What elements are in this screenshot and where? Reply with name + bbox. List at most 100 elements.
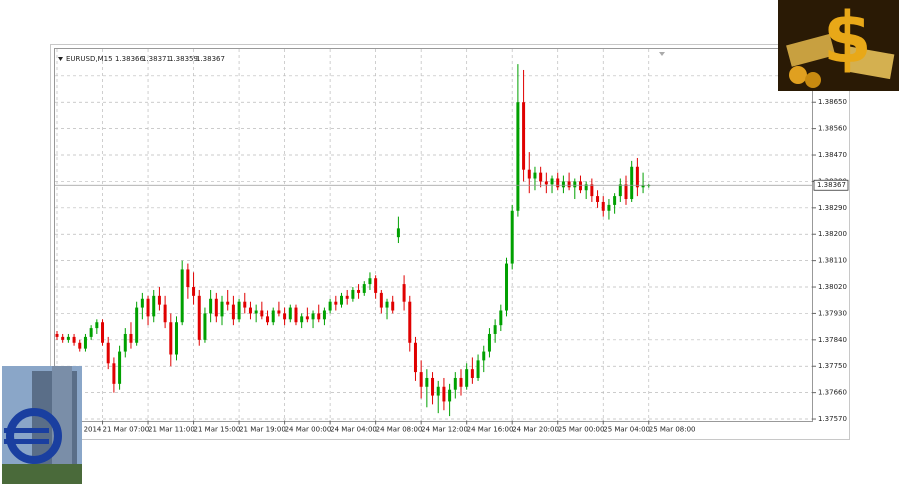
x-tick-label: 24 Mar 08:00 (376, 426, 423, 434)
candle-body (419, 372, 423, 387)
candle-body (556, 178, 560, 188)
candle-body (505, 263, 509, 311)
candle-body (573, 181, 577, 188)
candle-body (601, 201, 605, 211)
candle-body (613, 196, 617, 205)
candle-body (129, 333, 133, 343)
candle-body (527, 169, 531, 179)
candle-body (465, 369, 469, 387)
high: 1.38371 (142, 55, 171, 63)
candle-body (362, 284, 366, 293)
plot-frame (54, 48, 813, 422)
candle-body (630, 166, 634, 200)
candle-body (78, 342, 82, 349)
candle-body (294, 307, 298, 323)
candle-body (396, 228, 400, 238)
candle-body (237, 301, 241, 320)
svg-text:$: $ (823, 0, 872, 79)
candle-body (351, 289, 355, 299)
y-tick-label: 1.37660 (818, 389, 847, 397)
x-tick-label: 24 Mar 16:00 (467, 426, 514, 434)
candle-body (106, 342, 110, 364)
x-tick-label: 21 Mar 11:00 (148, 426, 195, 434)
candle-body (408, 301, 412, 343)
candle-body (459, 377, 463, 387)
candle-body (305, 316, 309, 320)
y-tick-label: 1.38200 (818, 230, 847, 238)
candle-body (203, 313, 207, 340)
candle-body (470, 369, 474, 378)
candle-body (385, 301, 389, 308)
y-tick-label: 1.37840 (818, 336, 847, 344)
candle-body (431, 377, 435, 396)
y-tick-label: 1.38020 (818, 283, 847, 291)
x-tick-label: 25 Mar 08:00 (649, 426, 696, 434)
candle-body (624, 184, 628, 200)
low: 1.38359 (169, 55, 198, 63)
candle-body (231, 304, 235, 320)
candle-body (590, 184, 594, 197)
candle-body (493, 325, 497, 334)
x-tick-label: 21 Mar 15:00 (194, 426, 241, 434)
candle-body (157, 295, 161, 305)
y-tick-label: 1.38470 (818, 151, 847, 159)
candle-body (442, 386, 446, 402)
dollar-image: $ (778, 0, 899, 91)
candle-body (544, 181, 548, 185)
candle-body (95, 322, 99, 329)
candle-body (322, 310, 326, 320)
shift-marker (659, 52, 665, 56)
axes: 1.37570 1.37660 1.37750 1.37840 1.37930 1.380… (55, 72, 849, 434)
candle-body (55, 333, 59, 337)
candle-body (328, 301, 332, 311)
candle-body (83, 336, 87, 349)
candle-body (345, 295, 349, 299)
candle-body (226, 301, 230, 305)
x-tick-label: 24 Mar 20:00 (512, 426, 559, 434)
candle-body (169, 322, 173, 355)
close: 1.38367 (196, 55, 225, 63)
candle-body (357, 289, 361, 293)
x-tick-label: 21 Mar 07:00 (103, 426, 150, 434)
header-arrow (58, 57, 63, 61)
candle-body (584, 184, 588, 191)
candle-body (186, 269, 190, 288)
candle-body (248, 307, 252, 314)
candle-body (516, 102, 520, 211)
candle-body (220, 301, 224, 317)
candle-body (334, 301, 338, 305)
y-tick-label: 1.38650 (818, 98, 847, 106)
candle-body (118, 351, 122, 384)
candle-body (391, 301, 395, 311)
candle-body (607, 204, 611, 211)
candle-body (277, 310, 281, 314)
candle-body (476, 360, 480, 378)
candle-body (209, 298, 213, 314)
grid (55, 49, 812, 421)
price-label: 1.38367 (817, 181, 846, 189)
candle-body (618, 184, 622, 197)
candle-body (146, 298, 150, 317)
candle-body (550, 178, 554, 185)
euro-image (2, 366, 82, 484)
candle-body (66, 336, 70, 340)
candle-body (487, 333, 491, 352)
candle-body (539, 172, 543, 182)
candle-body (123, 333, 127, 352)
candle-body (510, 210, 514, 264)
y-tick-label: 1.38290 (818, 204, 847, 212)
candle-body (379, 292, 383, 308)
candles (55, 64, 651, 417)
candle-body (561, 181, 565, 188)
x-tick-label: 24 Mar 04:00 (330, 426, 377, 434)
candle-body (448, 389, 452, 402)
candle-body (425, 377, 429, 387)
y-tick-label: 1.37750 (818, 362, 847, 370)
candle-body (174, 322, 178, 355)
candle-body (89, 328, 93, 337)
candle-body (413, 342, 417, 373)
y-tick-label: 1.38110 (818, 257, 847, 265)
candle-body (402, 284, 406, 302)
candle-body (311, 313, 315, 320)
x-tick-label: 24 Mar 12:00 (421, 426, 468, 434)
